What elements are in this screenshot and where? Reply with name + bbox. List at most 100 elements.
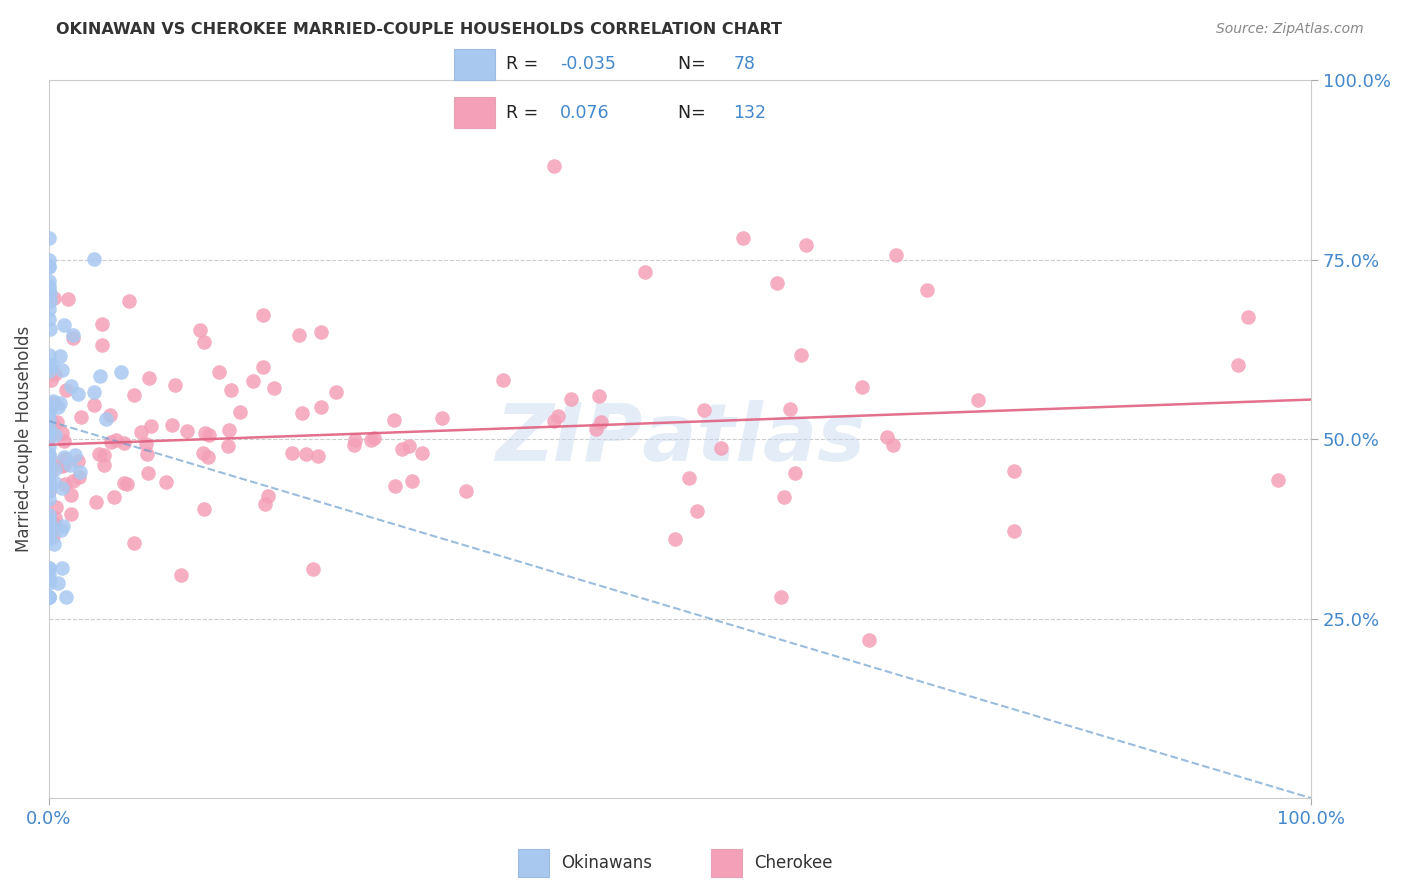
Point (770, 590, 793, 604)
Point (59, 508, 82, 522)
Point (363, 430, 385, 444)
Point (42, 393, 65, 408)
Point (38, 476, 60, 491)
Point (588, 389, 610, 403)
Point (69, 410, 91, 425)
Point (53, 318, 76, 333)
Point (1002, 524, 1025, 538)
Point (190, 323, 212, 337)
Point (543, 414, 565, 428)
Point (882, 438, 904, 452)
Point (38, 231, 60, 245)
Point (41, 415, 63, 429)
Point (1237, 310, 1260, 324)
Point (382, 413, 405, 427)
Point (46, 415, 69, 429)
Point (38, 405, 60, 419)
Point (124, 388, 146, 402)
Point (53, 452, 76, 467)
Point (53, 477, 76, 491)
Point (135, 447, 157, 461)
Point (38, 590, 60, 604)
Point (858, 633, 880, 648)
Point (52, 458, 75, 473)
Point (51, 458, 73, 473)
Point (38, 561, 60, 575)
Point (252, 360, 274, 375)
Point (44, 368, 66, 382)
Point (117, 293, 139, 308)
Point (52, 519, 75, 533)
Point (678, 471, 700, 485)
Text: 132: 132 (734, 103, 766, 121)
Text: OKINAWAN VS CHEROKEE MARRIED-COUPLE HOUSEHOLDS CORRELATION CHART: OKINAWAN VS CHEROKEE MARRIED-COUPLE HOUS… (56, 22, 782, 37)
Point (38, 513, 60, 527)
Point (309, 325, 332, 339)
Point (41, 516, 63, 530)
Point (589, 416, 612, 430)
Point (229, 405, 252, 419)
Point (44, 461, 66, 475)
Point (136, 466, 159, 480)
Point (112, 476, 135, 491)
Point (115, 476, 138, 491)
Point (42, 291, 65, 305)
Point (56, 292, 79, 306)
Point (139, 418, 162, 433)
Point (94, 412, 117, 426)
Point (84, 495, 107, 509)
Point (49, 523, 72, 537)
Point (217, 439, 239, 453)
Point (38, 260, 60, 274)
Point (38, 359, 60, 373)
Point (38, 364, 60, 378)
Point (104, 433, 127, 447)
Point (89, 369, 111, 384)
FancyBboxPatch shape (711, 849, 742, 877)
FancyBboxPatch shape (454, 49, 495, 79)
Point (38, 590, 60, 604)
Point (38, 399, 60, 413)
Point (83, 398, 105, 412)
Point (42, 529, 65, 543)
Point (93, 449, 115, 463)
Point (62, 327, 84, 342)
Point (51, 481, 73, 495)
Point (66, 454, 89, 468)
Point (193, 501, 215, 516)
Point (55, 383, 77, 397)
Point (360, 434, 382, 448)
Point (67, 470, 90, 484)
Point (634, 265, 657, 279)
Point (38, 282, 60, 296)
Point (38, 430, 60, 444)
Point (39, 293, 62, 308)
Point (91, 338, 114, 352)
Point (915, 283, 938, 297)
Point (38, 517, 60, 532)
Point (288, 328, 311, 343)
Point (38, 461, 60, 475)
Text: 0.076: 0.076 (560, 103, 610, 121)
Point (39, 322, 62, 336)
Point (51, 561, 73, 575)
Text: N=: N= (678, 55, 711, 73)
Point (560, 392, 582, 407)
Point (38, 572, 60, 586)
Point (218, 423, 240, 437)
Point (207, 365, 229, 379)
Text: 78: 78 (734, 55, 755, 73)
Text: N=: N= (678, 103, 711, 121)
Point (38, 491, 60, 506)
Point (779, 401, 801, 416)
Point (967, 392, 990, 407)
Point (55, 590, 77, 604)
Point (790, 348, 813, 362)
Point (38, 590, 60, 604)
Point (98, 409, 121, 423)
Text: Cherokee: Cherokee (754, 854, 832, 872)
Point (256, 489, 278, 503)
Point (38, 451, 60, 466)
Point (155, 475, 177, 489)
Point (38, 253, 60, 268)
